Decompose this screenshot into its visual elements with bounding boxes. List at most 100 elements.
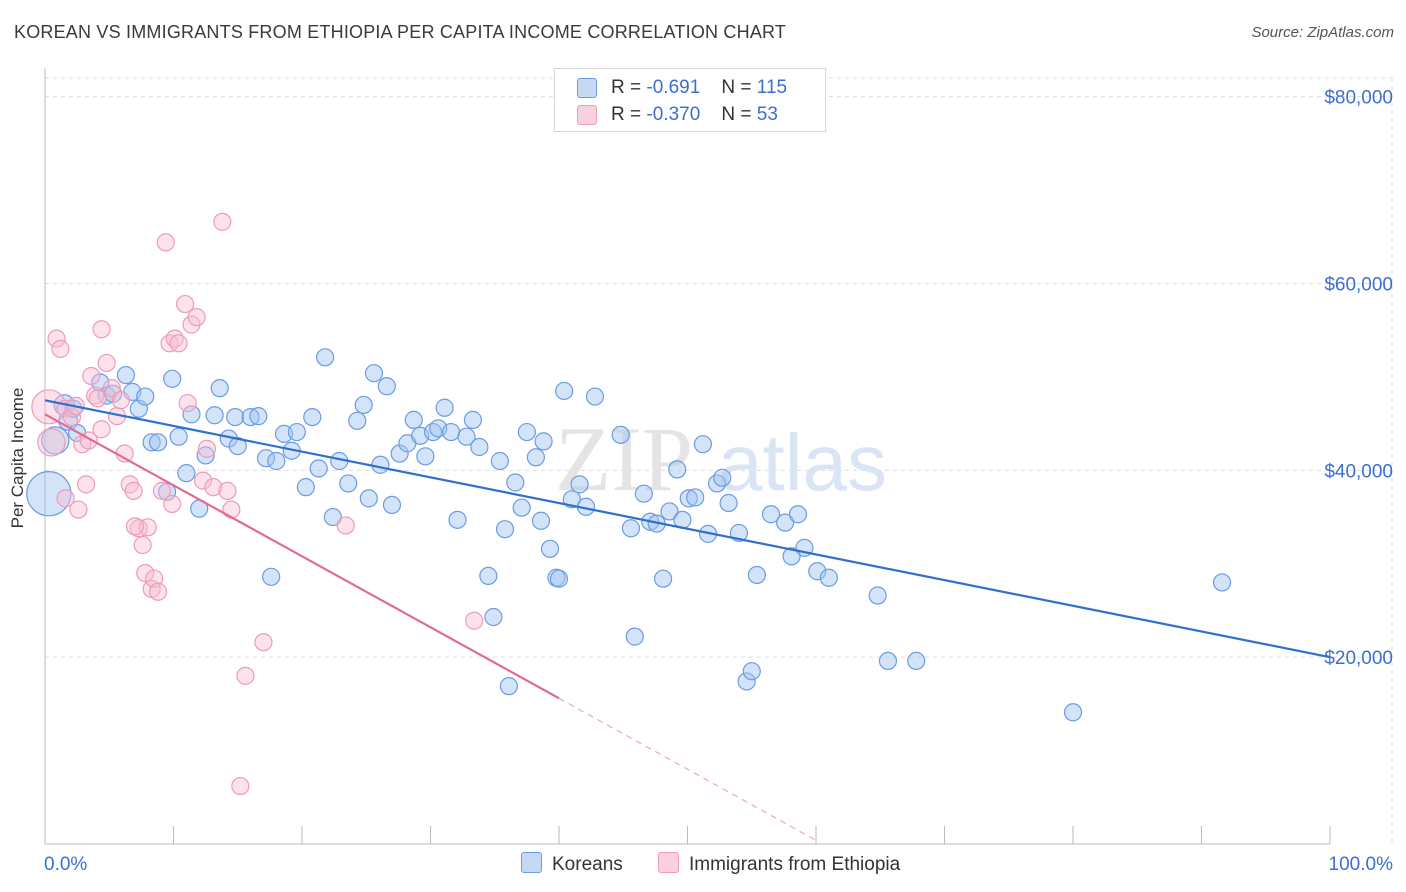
korean-point	[534, 432, 553, 451]
korean-point	[316, 348, 335, 367]
korean-point	[484, 607, 503, 627]
korean-point	[1212, 573, 1232, 592]
korean-point	[463, 410, 483, 429]
korean-point	[808, 562, 827, 581]
korean-point	[499, 677, 518, 696]
korean-point	[719, 493, 738, 513]
legend-swatch-koreans	[577, 78, 597, 98]
korean-point	[653, 569, 673, 588]
axes	[44, 68, 1331, 845]
ethiopia-point	[175, 294, 195, 314]
ethiopia-point	[218, 481, 237, 500]
ethiopia-point	[92, 320, 111, 339]
ethiopia-point	[236, 666, 255, 685]
korean-point	[611, 425, 630, 444]
ethiopia-point	[254, 633, 273, 652]
ethiopia-point	[197, 439, 217, 458]
stats-legend: R = -0.691 N = 115 R = -0.370 N = 53	[554, 68, 826, 132]
korean-point	[470, 437, 489, 457]
korean-point	[819, 568, 838, 587]
korean-point	[267, 451, 286, 471]
korean-point	[457, 427, 476, 446]
korean-point	[435, 398, 454, 417]
y-tick-label: $60,000	[1324, 275, 1393, 296]
x-tick-label-end: 100.0%	[1329, 854, 1394, 875]
y-axis-label: Per Capita Income	[8, 387, 27, 529]
korean-point	[416, 447, 435, 466]
korean-point	[226, 407, 245, 427]
y-tick-label: $20,000	[1324, 648, 1393, 669]
korean-point	[169, 427, 188, 446]
korean-trend-line	[44, 399, 1331, 659]
korean-point	[512, 498, 531, 517]
korean-point	[241, 407, 260, 427]
korean-point	[621, 519, 641, 538]
korean-point	[761, 505, 781, 524]
korean-point	[228, 436, 247, 456]
korean-point	[490, 451, 509, 471]
x-tick-label-start: 0.0%	[44, 854, 87, 875]
korean-point	[549, 569, 569, 588]
korean-point	[713, 468, 732, 487]
korean-point	[323, 507, 342, 527]
korean-point	[742, 662, 761, 681]
tick-labels: $20,000 $40,000 $60,000 $80,000 0.0% 100.0%	[44, 88, 1393, 875]
korean-point	[531, 511, 551, 530]
ethiopia-point	[62, 407, 82, 427]
ethiopia-point	[124, 481, 143, 500]
watermark-atlas: atlas	[718, 418, 887, 507]
legend-swatch-ethiopia	[577, 105, 597, 125]
ethiopia-point	[465, 611, 484, 630]
ethiopia-point	[152, 481, 172, 500]
korean-point	[309, 459, 328, 478]
ethiopia-point	[125, 517, 145, 536]
korean-point	[354, 395, 373, 415]
korean-point	[303, 407, 322, 427]
legend-r-value: -0.691	[646, 77, 701, 98]
ethiopia-point	[56, 489, 75, 508]
korean-point	[660, 502, 679, 521]
korean-point	[441, 422, 461, 442]
korean-point	[686, 488, 705, 507]
korean-point	[359, 489, 378, 508]
bottom-legend-ethiopia: Immigrants from Ethiopia	[658, 852, 900, 876]
ethiopia-point	[102, 379, 121, 398]
ethiopia-point	[47, 329, 66, 348]
korean-point	[136, 387, 155, 406]
y-tick-label: $80,000	[1324, 88, 1393, 109]
ethiopia-point	[178, 393, 197, 413]
legend-r-label: R =	[611, 77, 642, 98]
korean-point	[148, 433, 168, 452]
korean-point	[562, 490, 581, 509]
bottom-legend-swatch-koreans	[521, 852, 542, 873]
korean-point	[540, 539, 560, 558]
chart-title: KOREAN VS IMMIGRANTS FROM ETHIOPIA PER C…	[14, 22, 787, 42]
ethiopia-point	[111, 391, 130, 410]
ethiopia-point	[148, 582, 168, 601]
korean-point	[782, 547, 801, 566]
korean-point	[382, 495, 402, 515]
korean-point	[634, 484, 653, 503]
korean-point	[296, 478, 315, 497]
trend-lines	[44, 399, 1331, 841]
korean-point	[371, 455, 390, 474]
ethiopia-point	[213, 212, 232, 231]
korean-point	[163, 369, 182, 388]
bottom-legend-label-koreans: Koreans	[552, 854, 623, 875]
korean-point	[177, 464, 196, 483]
bottom-legend-swatch-ethiopia	[658, 852, 679, 873]
korean-point	[196, 446, 215, 465]
ethiopia-point	[156, 233, 175, 252]
legend-n-value: 53	[756, 104, 778, 125]
korean-point	[693, 435, 713, 454]
ethiopia-point	[138, 518, 157, 537]
legend-r-value: -0.370	[646, 104, 701, 125]
korean-point	[479, 566, 498, 586]
korean-point	[776, 513, 795, 532]
korean-point	[506, 473, 525, 492]
legend-r-label: R =	[611, 104, 642, 125]
ethiopia-point	[51, 339, 70, 359]
ethiopia-point	[187, 308, 206, 327]
ethiopia-point	[169, 334, 188, 353]
